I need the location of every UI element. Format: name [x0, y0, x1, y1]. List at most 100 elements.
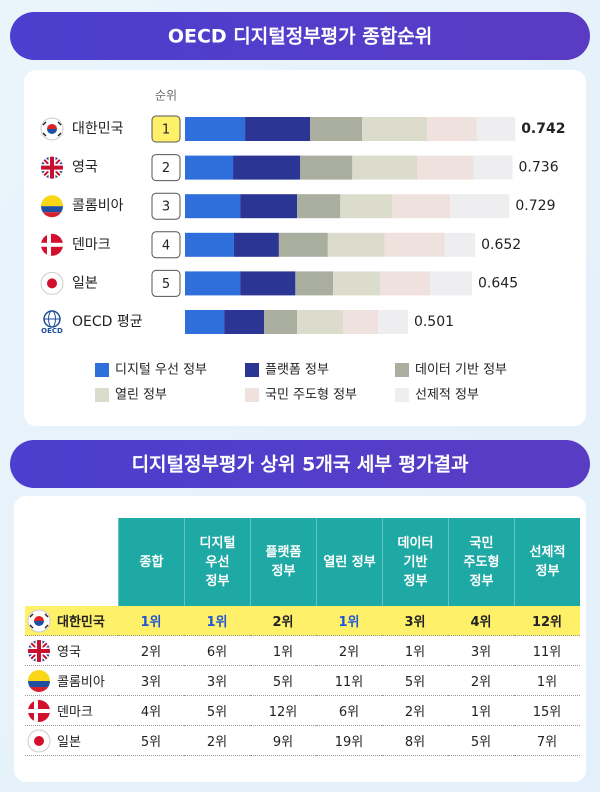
total-label: 0.729	[515, 198, 555, 214]
legend-label: 선제적 정부	[415, 388, 479, 403]
rank-cell: 1위	[448, 696, 514, 726]
rank-cell: 3위	[184, 666, 250, 696]
bar-segment	[297, 194, 341, 219]
column-header: 디지털 우선 정부	[184, 518, 250, 606]
rank-box	[151, 269, 181, 297]
flag	[27, 729, 51, 752]
rank-cell: 11위	[316, 666, 382, 696]
rank-cell: 4위	[448, 606, 514, 636]
rank-cell: 7위	[514, 726, 580, 756]
country-cell: 영국	[25, 636, 118, 666]
rank-cell: 2위	[316, 636, 382, 666]
result-table: 종합 디지털 우선 정부 플랫폼 정부 열린 정부 데이터 기반 정부 국민 주도형 정부…	[25, 518, 580, 756]
country-name: 대한민국	[57, 615, 105, 630]
rank-cell: 2위	[184, 726, 250, 756]
bar-segment	[333, 271, 381, 296]
country-cell: 대한민국	[25, 606, 118, 636]
title-pill	[10, 12, 590, 60]
rank-cell: 2위	[118, 636, 184, 666]
bar-segment	[233, 232, 279, 257]
logo-text: OECD	[41, 327, 63, 335]
rank-cell: 3위	[448, 636, 514, 666]
rank-cell: 1위	[118, 606, 184, 636]
rank-cell: 3위	[382, 606, 448, 636]
total-label: 0.645	[478, 275, 518, 291]
rank-cell: 1위	[184, 606, 250, 636]
legend-swatch	[395, 363, 409, 377]
bar-segment	[310, 117, 363, 141]
bar-segment	[233, 155, 301, 180]
column-header: 종합	[118, 518, 184, 606]
category-label: OECD 평균	[72, 314, 143, 330]
category-label: 콜롬비아	[72, 198, 124, 214]
bar-segment	[427, 117, 477, 141]
legend-label: 국민 주도형 정부	[265, 388, 357, 403]
rank-cell: 2위	[448, 666, 514, 696]
bar-segment	[384, 232, 445, 257]
category-label: 일본	[72, 275, 98, 291]
column-header: 국민 주도형 정부	[448, 518, 514, 606]
flag	[27, 639, 51, 663]
country-name: 영국	[57, 645, 81, 660]
rank: 5	[162, 277, 170, 292]
rank-cell: 19위	[316, 726, 382, 756]
total-label: 0.501	[414, 314, 454, 330]
bar-segment	[450, 194, 510, 219]
country-cell: 덴마크	[25, 696, 118, 726]
category-label: 영국	[72, 160, 98, 176]
flag	[40, 117, 64, 141]
bar-segment	[240, 271, 296, 296]
rank: 2	[162, 161, 170, 176]
bar-segment	[185, 194, 241, 219]
rank-cell: 5위	[250, 666, 316, 696]
category-label: 대한민국	[72, 121, 124, 137]
legend-swatch	[245, 388, 259, 402]
bar-segment	[224, 310, 265, 334]
chart: 대한민국 1 0.742 영국 2 0.736 콜롬비아 3 0.729 덴마크 4 0.652 일본 5…	[40, 115, 565, 403]
rank-cell: 5위	[118, 726, 184, 756]
legend-swatch	[95, 363, 109, 377]
column-header: 선제적 정부	[514, 518, 580, 606]
legend-label: 플랫폼 정부	[265, 363, 329, 378]
bar-segment	[380, 271, 431, 296]
rank: 1	[162, 123, 170, 138]
bar-segment	[362, 117, 428, 141]
header-corner	[25, 518, 118, 606]
legend-swatch	[395, 388, 409, 402]
legend-label: 데이터 기반 정부	[415, 363, 507, 378]
country-name: 일본	[57, 735, 81, 750]
bar-segment	[430, 271, 473, 296]
rank-cell: 1위	[250, 636, 316, 666]
rank-cell: 1위	[316, 606, 382, 636]
rank-cell: 11위	[514, 636, 580, 666]
bar-segment	[295, 271, 334, 296]
rank-box	[151, 192, 181, 220]
category-label: 덴마크	[72, 237, 111, 253]
rank-cell: 5위	[382, 666, 448, 696]
column-header: 데이터 기반 정부	[382, 518, 448, 606]
rank-cell: 9위	[250, 726, 316, 756]
legend-swatch	[245, 363, 259, 377]
rank-cell: 1위	[514, 666, 580, 696]
rank-cell: 12위	[514, 606, 580, 636]
bar-segment	[476, 117, 516, 141]
rank-cell: 6위	[184, 636, 250, 666]
table-title-pill	[10, 440, 590, 488]
legend-swatch	[95, 388, 109, 402]
bar-segment	[185, 232, 234, 257]
bar-segment	[352, 155, 418, 180]
bar-segment	[240, 194, 298, 219]
rank-header: 순위	[155, 89, 177, 103]
rank: 3	[162, 200, 170, 215]
rank-box	[151, 231, 181, 259]
total-label: 0.652	[481, 237, 521, 253]
rank-cell: 1위	[382, 636, 448, 666]
total-label: 0.736	[519, 160, 559, 176]
chart-title: OECD 디지털정부평가 종합순위	[168, 26, 432, 48]
country-cell: 일본	[25, 726, 118, 756]
bar-segment	[245, 117, 311, 141]
bar-segment	[300, 155, 353, 180]
bar-segment	[327, 232, 385, 257]
bar-segment	[392, 194, 451, 219]
